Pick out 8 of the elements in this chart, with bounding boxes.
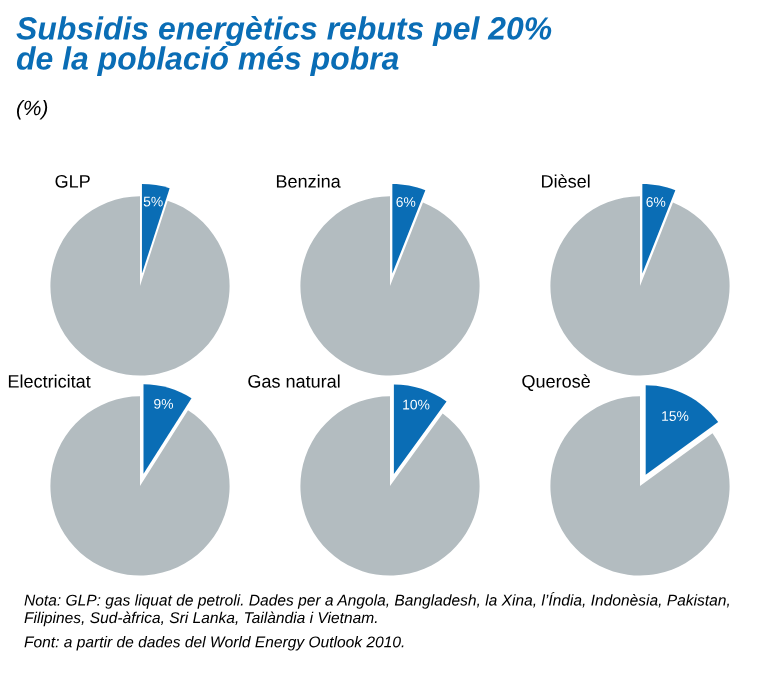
chart-title: Benzina: [276, 174, 341, 188]
text: (%): [16, 100, 48, 120]
chart-title: GLP: [55, 174, 90, 188]
chart-title: Electricitat: [8, 374, 91, 388]
chart-title: Dièsel: [542, 174, 590, 188]
text: Subsidis energètics rebuts pel 20% de la població més pobra: [16, 16, 552, 77]
chart-title: Gas natural: [248, 374, 340, 388]
chart-title: Querosè: [522, 374, 590, 391]
